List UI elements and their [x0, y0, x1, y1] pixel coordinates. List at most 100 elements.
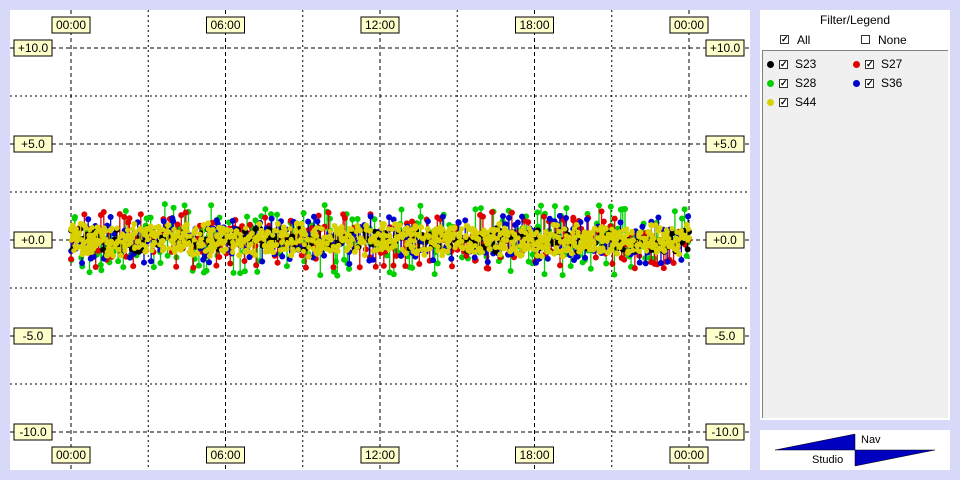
- tick-label: -10.0: [13, 423, 53, 441]
- data-point: [104, 249, 110, 255]
- data-point: [181, 238, 187, 244]
- nav-arrow-left-icon: [774, 433, 856, 451]
- tick-label: +5.0: [705, 135, 745, 153]
- data-point: [69, 222, 76, 229]
- data-point: [472, 206, 479, 213]
- plot-panel[interactable]: 00:00 00:00 06:00 06:00 12:00 12:00 18:00 18:00…: [10, 10, 750, 470]
- data-point: [417, 202, 424, 209]
- data-point: [354, 216, 361, 223]
- nav-arrow-icon[interactable]: [760, 430, 950, 470]
- data-point: [334, 272, 341, 279]
- data-point: [489, 209, 496, 216]
- data-point: [259, 230, 266, 237]
- data-point: [531, 232, 537, 238]
- data-point: [559, 253, 566, 260]
- data-point: [662, 234, 668, 241]
- data-point: [242, 225, 249, 231]
- data-point: [402, 263, 409, 270]
- data-point: [222, 238, 228, 244]
- data-point: [611, 271, 618, 278]
- data-point: [389, 226, 395, 232]
- data-point: [474, 230, 480, 236]
- data-point: [238, 243, 244, 249]
- data-point: [305, 218, 312, 225]
- data-point: [575, 233, 581, 239]
- legend-color-dot-icon: [767, 61, 774, 68]
- legend-item-s28[interactable]: ✓ S28: [765, 75, 849, 91]
- data-point: [417, 213, 424, 220]
- data-point: [219, 231, 225, 237]
- nav-panel[interactable]: Nav Studio: [760, 430, 950, 470]
- legend-label: S27: [881, 57, 903, 71]
- data-point: [206, 252, 213, 259]
- legend-checkbox[interactable]: ✓: [865, 59, 874, 69]
- data-point: [205, 237, 211, 243]
- data-point: [115, 258, 122, 265]
- legend-item-s36[interactable]: ✓ S36: [851, 75, 935, 91]
- data-point: [683, 221, 690, 228]
- data-point: [274, 211, 281, 218]
- data-point: [586, 246, 593, 253]
- data-point: [252, 226, 259, 233]
- data-point: [259, 258, 266, 265]
- data-point: [197, 231, 203, 237]
- data-point: [202, 248, 208, 254]
- data-point: [370, 256, 377, 263]
- legend-checkbox[interactable]: ✓: [779, 59, 788, 69]
- legend-checkbox[interactable]: ✓: [779, 97, 788, 107]
- data-point: [253, 262, 260, 269]
- data-point: [327, 228, 333, 234]
- data-point: [338, 236, 345, 242]
- data-point: [684, 246, 691, 253]
- data-point: [194, 250, 201, 257]
- data-point: [313, 224, 320, 231]
- svg-text:-5.0: -5.0: [715, 329, 736, 343]
- data-point: [675, 242, 681, 249]
- data-point: [540, 213, 547, 220]
- legend-checkbox[interactable]: ✓: [865, 78, 874, 88]
- data-point: [640, 235, 646, 241]
- data-point: [685, 213, 692, 220]
- data-point: [81, 211, 88, 218]
- data-point: [195, 262, 202, 269]
- data-point: [472, 242, 478, 249]
- data-point: [631, 265, 638, 272]
- data-point: [600, 218, 607, 225]
- data-point: [160, 218, 167, 225]
- data-point: [126, 215, 133, 222]
- all-checkbox[interactable]: ✓: [780, 34, 789, 44]
- data-point: [449, 263, 456, 270]
- legend-item-s44[interactable]: ✓ S44: [765, 94, 849, 110]
- data-point: [122, 248, 128, 254]
- data-point: [517, 243, 523, 249]
- none-label[interactable]: None: [878, 33, 907, 47]
- data-point: [433, 226, 439, 232]
- data-point: [465, 247, 471, 254]
- data-point: [166, 245, 172, 251]
- svg-text:-5.0: -5.0: [23, 329, 44, 343]
- scatter-plot[interactable]: 00:00 00:00 06:00 06:00 12:00 12:00 18:00 18:00…: [10, 10, 750, 470]
- data-point: [679, 233, 685, 239]
- legend-checkbox[interactable]: ✓: [779, 78, 788, 88]
- all-label[interactable]: All: [797, 33, 811, 47]
- studio-label[interactable]: Studio: [812, 454, 844, 466]
- legend-item-s23[interactable]: ✓ S23: [765, 56, 849, 72]
- data-point: [636, 234, 642, 240]
- nav-label[interactable]: Nav: [861, 434, 881, 446]
- data-point: [245, 235, 251, 241]
- data-point: [199, 243, 205, 249]
- data-point: [158, 238, 165, 244]
- data-point: [238, 235, 244, 241]
- legend-item-s27[interactable]: ✓ S27: [851, 56, 935, 72]
- data-point: [341, 256, 348, 263]
- data-point: [518, 251, 525, 258]
- none-checkbox[interactable]: [861, 35, 870, 44]
- data-point: [497, 232, 503, 238]
- data-point: [115, 238, 122, 245]
- legend-color-dot-icon: [853, 80, 860, 87]
- data-point: [642, 260, 649, 267]
- data-point: [609, 260, 616, 267]
- data-point: [685, 226, 692, 232]
- data-point: [299, 231, 305, 237]
- svg-text:12:00: 12:00: [365, 18, 395, 32]
